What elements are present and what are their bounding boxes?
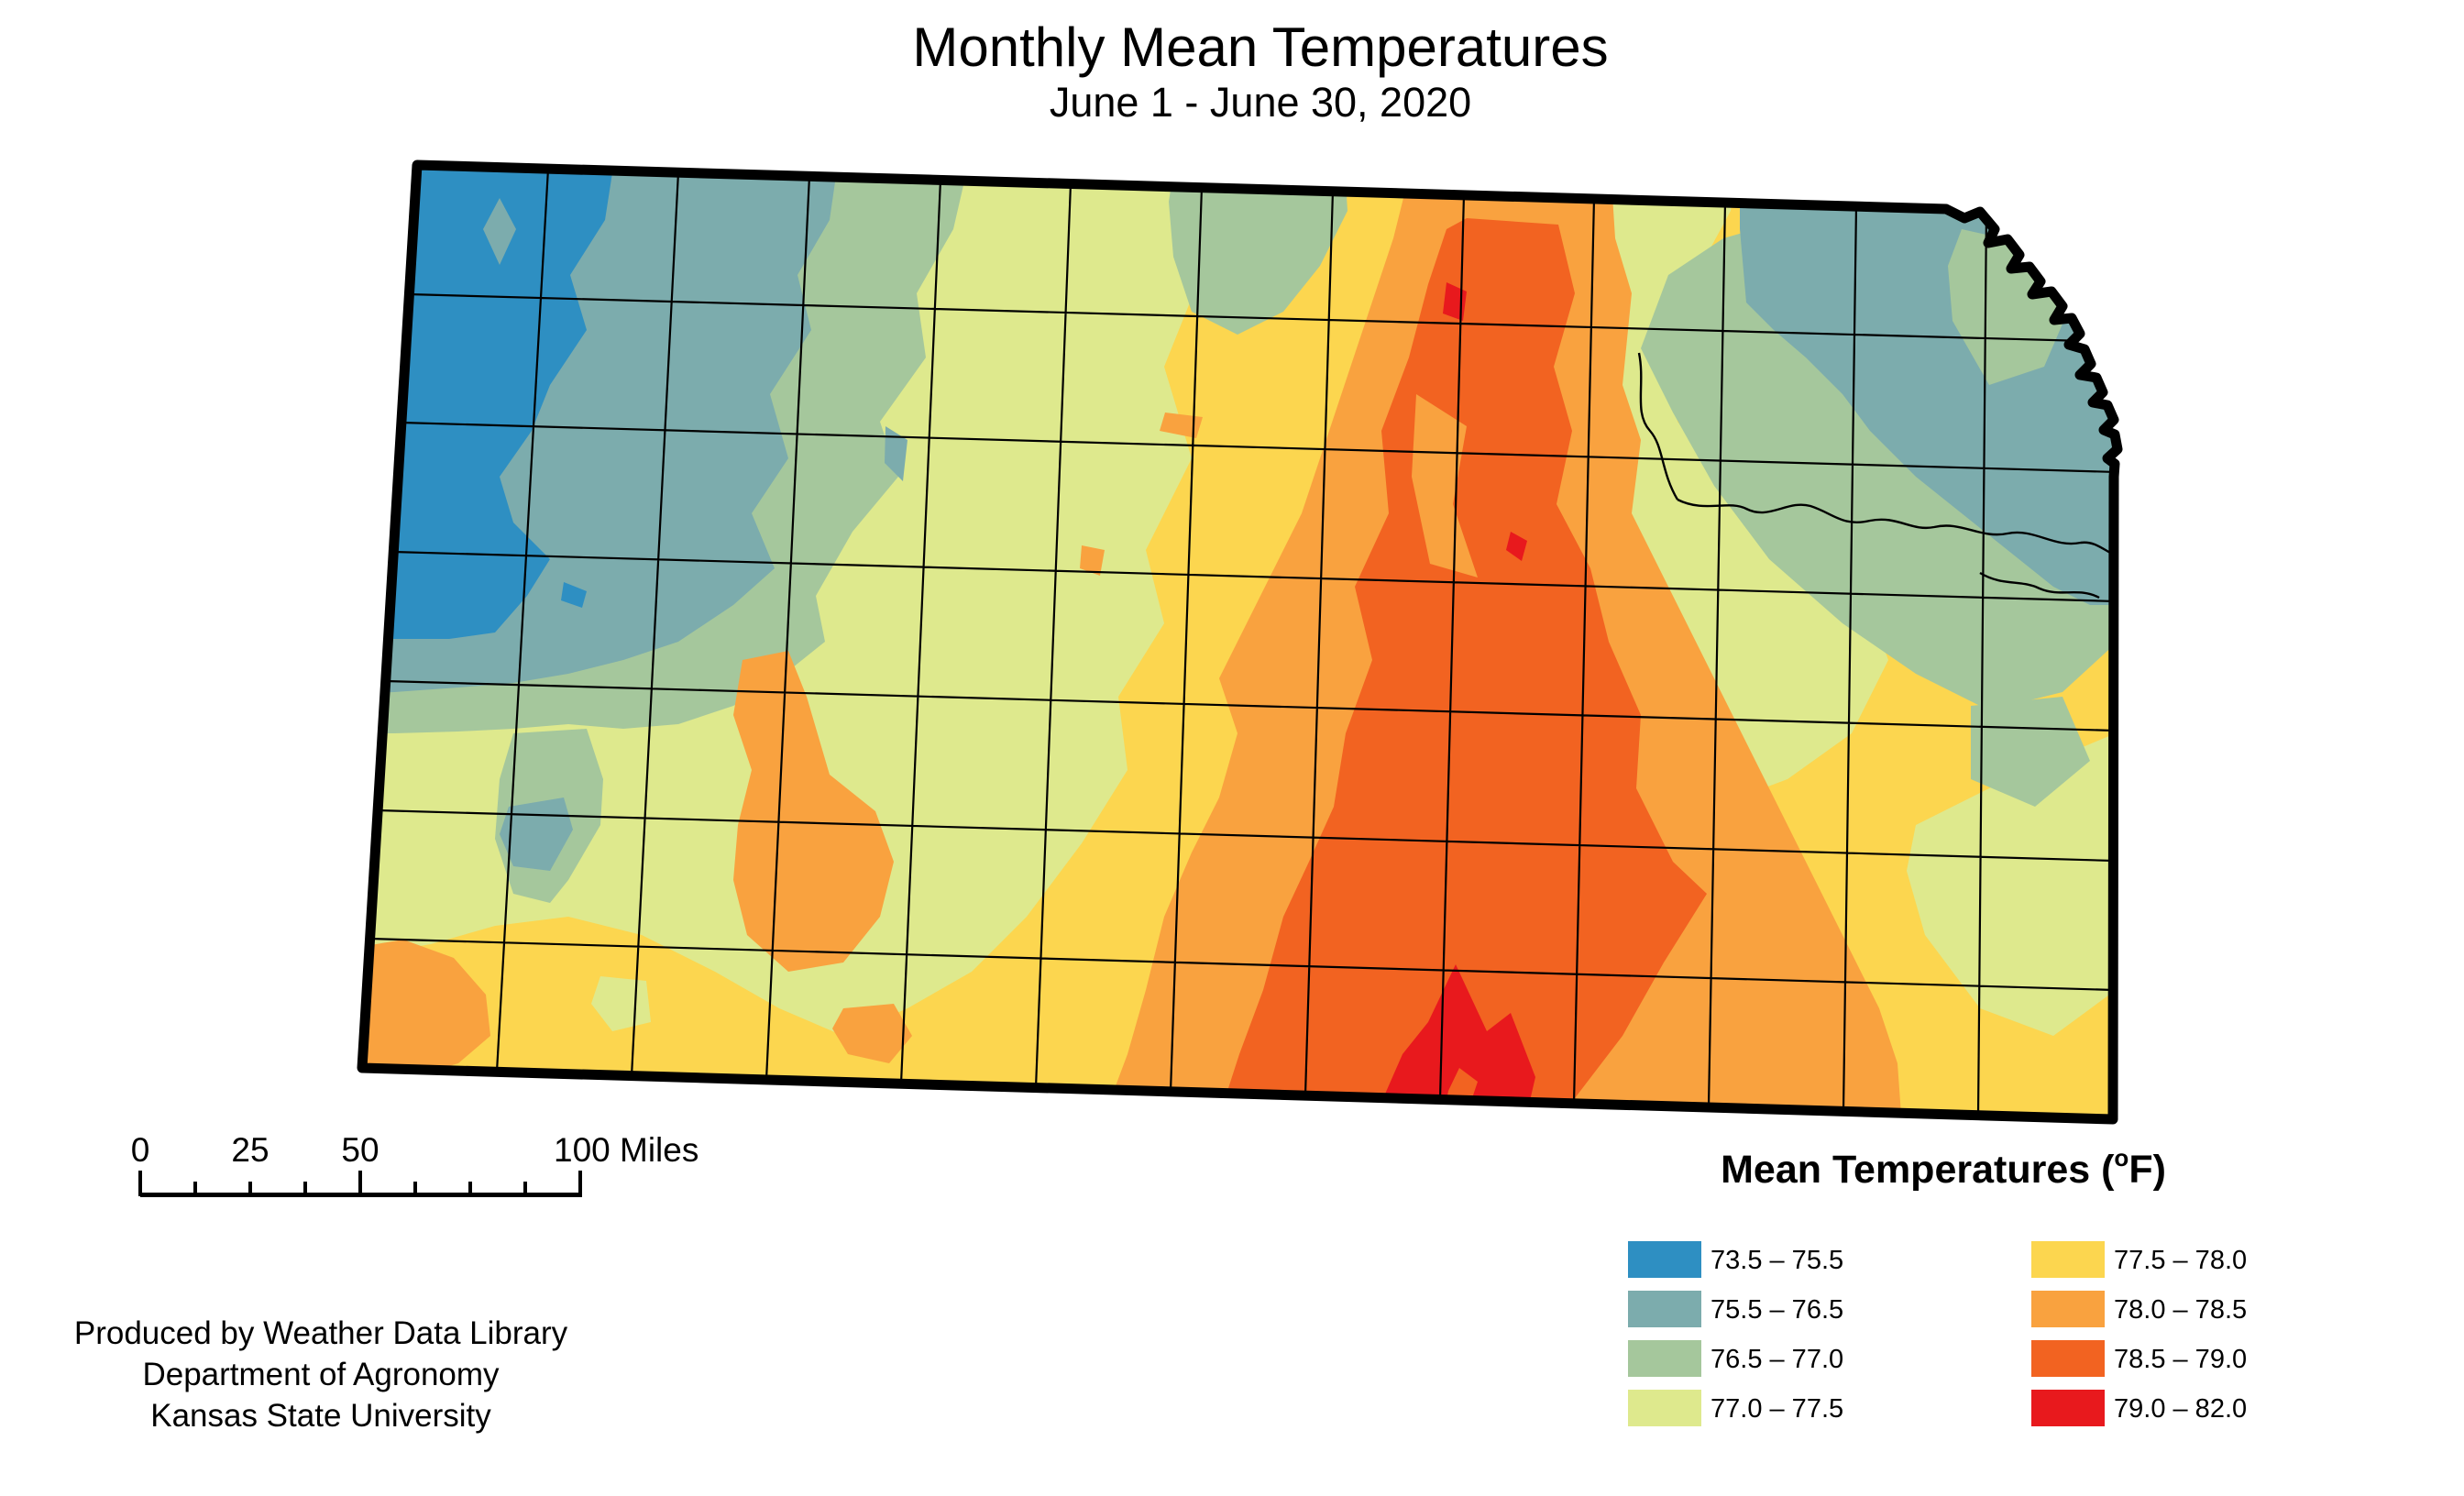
legend-label: 77.5 – 78.0 bbox=[2114, 1246, 2248, 1275]
county-boundaries bbox=[369, 168, 2118, 1116]
region-darkorange-central-band bbox=[1219, 218, 1707, 1119]
river-boundary-northeast bbox=[1979, 571, 2100, 600]
region-teal-diamond-in-blue bbox=[483, 198, 516, 265]
region-orange-south-spot bbox=[832, 1004, 912, 1063]
scale-label-100-miles: 100 Miles bbox=[554, 1131, 699, 1169]
region-green-southeast-patch bbox=[1971, 697, 2090, 807]
scale-tick bbox=[358, 1171, 362, 1196]
scale-tick bbox=[468, 1182, 472, 1196]
legend-label: 78.0 – 78.5 bbox=[2114, 1295, 2248, 1325]
legend-label: 75.5 – 76.5 bbox=[1710, 1295, 1844, 1325]
legend-swatch-79-82 bbox=[2031, 1390, 2105, 1426]
legend-swatch-78-785 bbox=[2031, 1291, 2105, 1327]
legend-swatch-785-79 bbox=[2031, 1340, 2105, 1377]
legend-swatch-75-76 bbox=[1628, 1291, 1701, 1327]
title-block: Monthly Mean Temperatures June 1 - June … bbox=[458, 0, 2062, 126]
region-orange-wedge-in-dark bbox=[1412, 394, 1478, 578]
scale-tick bbox=[523, 1182, 527, 1196]
state-outline bbox=[357, 160, 2123, 1125]
legend-label: 73.5 – 75.5 bbox=[1710, 1246, 1844, 1275]
region-orange-spot-central-1 bbox=[1160, 412, 1203, 438]
scale-tick bbox=[138, 1171, 142, 1196]
legend-label: 76.5 – 77.0 bbox=[1710, 1345, 1844, 1374]
credits-line-1: Produced by Weather Data Library bbox=[73, 1315, 568, 1351]
legend-title: Mean Temperatures (oF) bbox=[1721, 1144, 2166, 1192]
credits-line-2: Department of Agronomy bbox=[142, 1357, 500, 1392]
page-subtitle: June 1 - June 30, 2020 bbox=[1049, 79, 1472, 126]
scale-tick bbox=[413, 1182, 417, 1196]
temperature-regions bbox=[362, 165, 2118, 1119]
legend-label: 79.0 – 82.0 bbox=[2114, 1394, 2248, 1424]
region-orange-spot-central-2 bbox=[1080, 545, 1105, 576]
scale-tick bbox=[248, 1182, 252, 1196]
legend-swatch-775-78 bbox=[2031, 1241, 2105, 1278]
scale-label-50: 50 bbox=[341, 1131, 380, 1169]
credits: Produced by Weather Data Library Departm… bbox=[37, 1313, 605, 1436]
region-yellowgreen-southeast bbox=[1907, 733, 2116, 1036]
region-blue-spot bbox=[561, 582, 587, 608]
page-title: Monthly Mean Temperatures bbox=[912, 16, 1609, 78]
region-red-spot-central bbox=[1506, 532, 1527, 561]
region-teal-sliver-central bbox=[885, 426, 908, 481]
region-orange-southwest-corner bbox=[362, 940, 490, 1077]
legend-swatch-76-77 bbox=[1628, 1340, 1701, 1377]
scale-tick bbox=[303, 1182, 307, 1196]
legend-label: 77.0 – 77.5 bbox=[1710, 1394, 1844, 1424]
legend-label: 78.5 – 79.0 bbox=[2114, 1345, 2248, 1374]
region-orange-westcentral bbox=[733, 651, 894, 972]
river-boundary-kansas bbox=[1677, 498, 2115, 556]
scale-label-0: 0 bbox=[130, 1131, 150, 1169]
legend-swatch-73-75 bbox=[1628, 1241, 1701, 1278]
river-boundary-bigblue bbox=[1637, 352, 1679, 500]
scale-tick bbox=[578, 1171, 582, 1196]
legend-swatch-77-775 bbox=[1628, 1390, 1701, 1426]
credits-line-3: Kansas State University bbox=[150, 1398, 491, 1434]
scale-label-25: 25 bbox=[231, 1131, 270, 1169]
region-red-south-blob bbox=[1377, 964, 1535, 1116]
scale-tick bbox=[193, 1182, 197, 1196]
